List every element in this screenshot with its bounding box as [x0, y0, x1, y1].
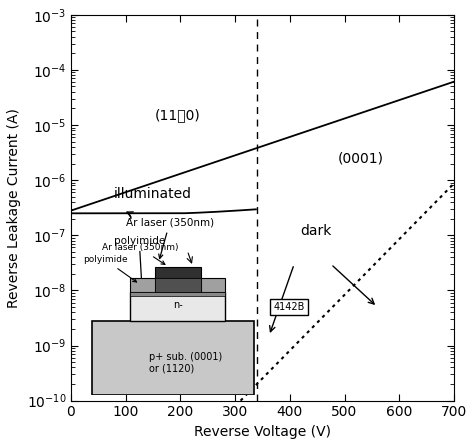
Y-axis label: Reverse Leakage Current (A): Reverse Leakage Current (A): [7, 108, 21, 308]
Text: n-: n-: [173, 300, 182, 310]
Bar: [155, 267, 201, 278]
Text: polyimide: polyimide: [114, 236, 165, 286]
Text: Ar laser (350nm): Ar laser (350nm): [102, 244, 178, 264]
Bar: [155, 278, 201, 292]
Bar: [92, 321, 254, 395]
Text: Ar laser (350nm): Ar laser (350nm): [126, 218, 214, 259]
Bar: [130, 278, 155, 292]
Text: polyimide: polyimide: [83, 255, 137, 282]
X-axis label: Reverse Voltage (V): Reverse Voltage (V): [194, 425, 331, 439]
Text: p+ sub. (0001)
or (1120): p+ sub. (0001) or (1120): [149, 351, 223, 373]
Text: (0001): (0001): [338, 151, 384, 165]
Text: illuminated: illuminated: [114, 187, 191, 202]
Polygon shape: [130, 292, 225, 321]
Text: (110): (110): [155, 108, 201, 122]
Bar: [130, 292, 225, 296]
Text: 4142B: 4142B: [273, 302, 305, 312]
Bar: [201, 278, 225, 292]
Text: dark: dark: [301, 224, 332, 238]
